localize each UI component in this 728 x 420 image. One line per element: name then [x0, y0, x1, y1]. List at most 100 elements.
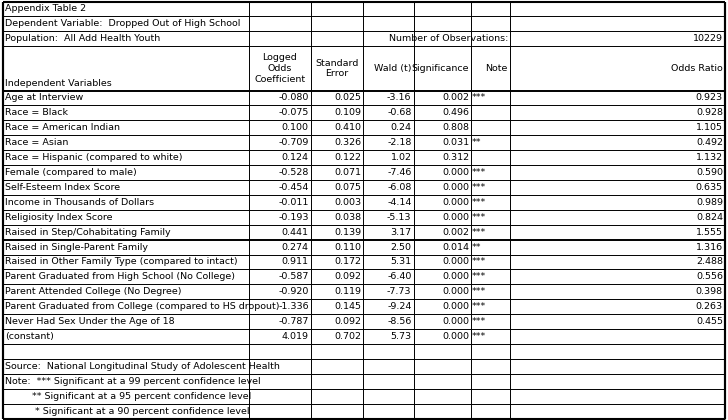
Text: 0.000: 0.000	[442, 273, 469, 281]
Text: -4.14: -4.14	[387, 198, 411, 207]
Text: 0.100: 0.100	[282, 123, 309, 132]
Text: 0.702: 0.702	[334, 332, 361, 341]
Text: 0.000: 0.000	[442, 332, 469, 341]
Text: ***: ***	[472, 273, 486, 281]
Text: 0.808: 0.808	[442, 123, 469, 132]
Text: -0.080: -0.080	[279, 94, 309, 102]
Text: 0.000: 0.000	[442, 183, 469, 192]
Text: ***: ***	[472, 183, 486, 192]
Text: 1.316: 1.316	[696, 243, 723, 252]
Text: Race = Black: Race = Black	[5, 108, 68, 118]
Text: 0.110: 0.110	[334, 243, 361, 252]
Text: 0.455: 0.455	[696, 317, 723, 326]
Text: Wald (t): Wald (t)	[374, 64, 411, 73]
Text: 0.928: 0.928	[696, 108, 723, 118]
Text: -6.08: -6.08	[387, 183, 411, 192]
Text: Independent Variables: Independent Variables	[5, 79, 112, 87]
Text: Raised in Step/Cohabitating Family: Raised in Step/Cohabitating Family	[5, 228, 170, 236]
Text: 0.263: 0.263	[696, 302, 723, 311]
Text: 4.019: 4.019	[282, 332, 309, 341]
Text: 0.002: 0.002	[442, 228, 469, 236]
Text: ***: ***	[472, 213, 486, 222]
Text: -7.73: -7.73	[387, 287, 411, 296]
Text: 1.555: 1.555	[696, 228, 723, 236]
Text: Race = Hispanic (compared to white): Race = Hispanic (compared to white)	[5, 153, 183, 162]
Text: 2.488: 2.488	[696, 257, 723, 266]
Text: 3.17: 3.17	[390, 228, 411, 236]
Text: 0.410: 0.410	[334, 123, 361, 132]
Text: 0.109: 0.109	[334, 108, 361, 118]
Text: Race = American Indian: Race = American Indian	[5, 123, 120, 132]
Text: * Significant at a 90 percent confidence level: * Significant at a 90 percent confidence…	[5, 407, 250, 415]
Text: 0.092: 0.092	[334, 273, 361, 281]
Text: Race = Asian: Race = Asian	[5, 138, 68, 147]
Text: ***: ***	[472, 94, 486, 102]
Text: -5.13: -5.13	[387, 213, 411, 222]
Text: 0.172: 0.172	[334, 257, 361, 266]
Text: 0.075: 0.075	[334, 183, 361, 192]
Text: 0.911: 0.911	[282, 257, 309, 266]
Text: 0.496: 0.496	[442, 108, 469, 118]
Text: 0.989: 0.989	[696, 198, 723, 207]
Text: 0.124: 0.124	[282, 153, 309, 162]
Text: Number of Observations:: Number of Observations:	[389, 34, 509, 43]
Text: -2.18: -2.18	[387, 138, 411, 147]
Text: Significance: Significance	[411, 64, 469, 73]
Text: 5.31: 5.31	[390, 257, 411, 266]
Text: Logged
Odds
Coefficient: Logged Odds Coefficient	[254, 53, 306, 84]
Text: 0.274: 0.274	[282, 243, 309, 252]
Text: 0.000: 0.000	[442, 317, 469, 326]
Text: -0.709: -0.709	[279, 138, 309, 147]
Text: 10229: 10229	[693, 34, 723, 43]
Text: Appendix Table 2: Appendix Table 2	[5, 5, 86, 13]
Text: 0.038: 0.038	[334, 213, 361, 222]
Text: Note: Note	[486, 64, 507, 73]
Text: 0.092: 0.092	[334, 317, 361, 326]
Text: Parent Graduated from High School (No College): Parent Graduated from High School (No Co…	[5, 273, 235, 281]
Text: ***: ***	[472, 198, 486, 207]
Text: -7.46: -7.46	[387, 168, 411, 177]
Text: 0.326: 0.326	[334, 138, 361, 147]
Text: 0.923: 0.923	[696, 94, 723, 102]
Text: 0.071: 0.071	[334, 168, 361, 177]
Text: ***: ***	[472, 302, 486, 311]
Text: 0.000: 0.000	[442, 302, 469, 311]
Text: 0.000: 0.000	[442, 287, 469, 296]
Text: ***: ***	[472, 168, 486, 177]
Text: Income in Thousands of Dollars: Income in Thousands of Dollars	[5, 198, 154, 207]
Text: Age at Interview: Age at Interview	[5, 94, 83, 102]
Text: 0.014: 0.014	[442, 243, 469, 252]
Text: 0.824: 0.824	[696, 213, 723, 222]
Text: Parent Graduated from College (compared to HS dropout): Parent Graduated from College (compared …	[5, 302, 280, 311]
Text: 1.105: 1.105	[696, 123, 723, 132]
Text: Note:  *** Significant at a 99 percent confidence level: Note: *** Significant at a 99 percent co…	[5, 377, 261, 386]
Text: Dependent Variable:  Dropped Out of High School: Dependent Variable: Dropped Out of High …	[5, 19, 240, 29]
Text: 0.122: 0.122	[334, 153, 361, 162]
Text: Female (compared to male): Female (compared to male)	[5, 168, 137, 177]
Text: 0.441: 0.441	[282, 228, 309, 236]
Text: -9.24: -9.24	[387, 302, 411, 311]
Text: ***: ***	[472, 332, 486, 341]
Text: 0.635: 0.635	[696, 183, 723, 192]
Text: Standard
Error: Standard Error	[315, 58, 359, 78]
Text: -0.920: -0.920	[279, 287, 309, 296]
Text: 5.73: 5.73	[390, 332, 411, 341]
Text: Population:  All Add Health Youth: Population: All Add Health Youth	[5, 34, 160, 43]
Text: 0.003: 0.003	[334, 198, 361, 207]
Text: Parent Attended College (No Degree): Parent Attended College (No Degree)	[5, 287, 181, 296]
Text: 0.145: 0.145	[334, 302, 361, 311]
Text: ***: ***	[472, 317, 486, 326]
Text: Religiosity Index Score: Religiosity Index Score	[5, 213, 113, 222]
Text: 0.119: 0.119	[334, 287, 361, 296]
Text: ***: ***	[472, 228, 486, 236]
Text: ** Significant at a 95 percent confidence level: ** Significant at a 95 percent confidenc…	[5, 391, 251, 401]
Text: Source:  National Longitudinal Study of Adolescent Health: Source: National Longitudinal Study of A…	[5, 362, 280, 371]
Text: 0.556: 0.556	[696, 273, 723, 281]
Text: 0.002: 0.002	[442, 94, 469, 102]
Text: Never Had Sex Under the Age of 18: Never Had Sex Under the Age of 18	[5, 317, 175, 326]
Text: ***: ***	[472, 257, 486, 266]
Text: -0.075: -0.075	[279, 108, 309, 118]
Text: 0.000: 0.000	[442, 168, 469, 177]
Text: 0.000: 0.000	[442, 213, 469, 222]
Text: Odds Ratio: Odds Ratio	[671, 64, 723, 73]
